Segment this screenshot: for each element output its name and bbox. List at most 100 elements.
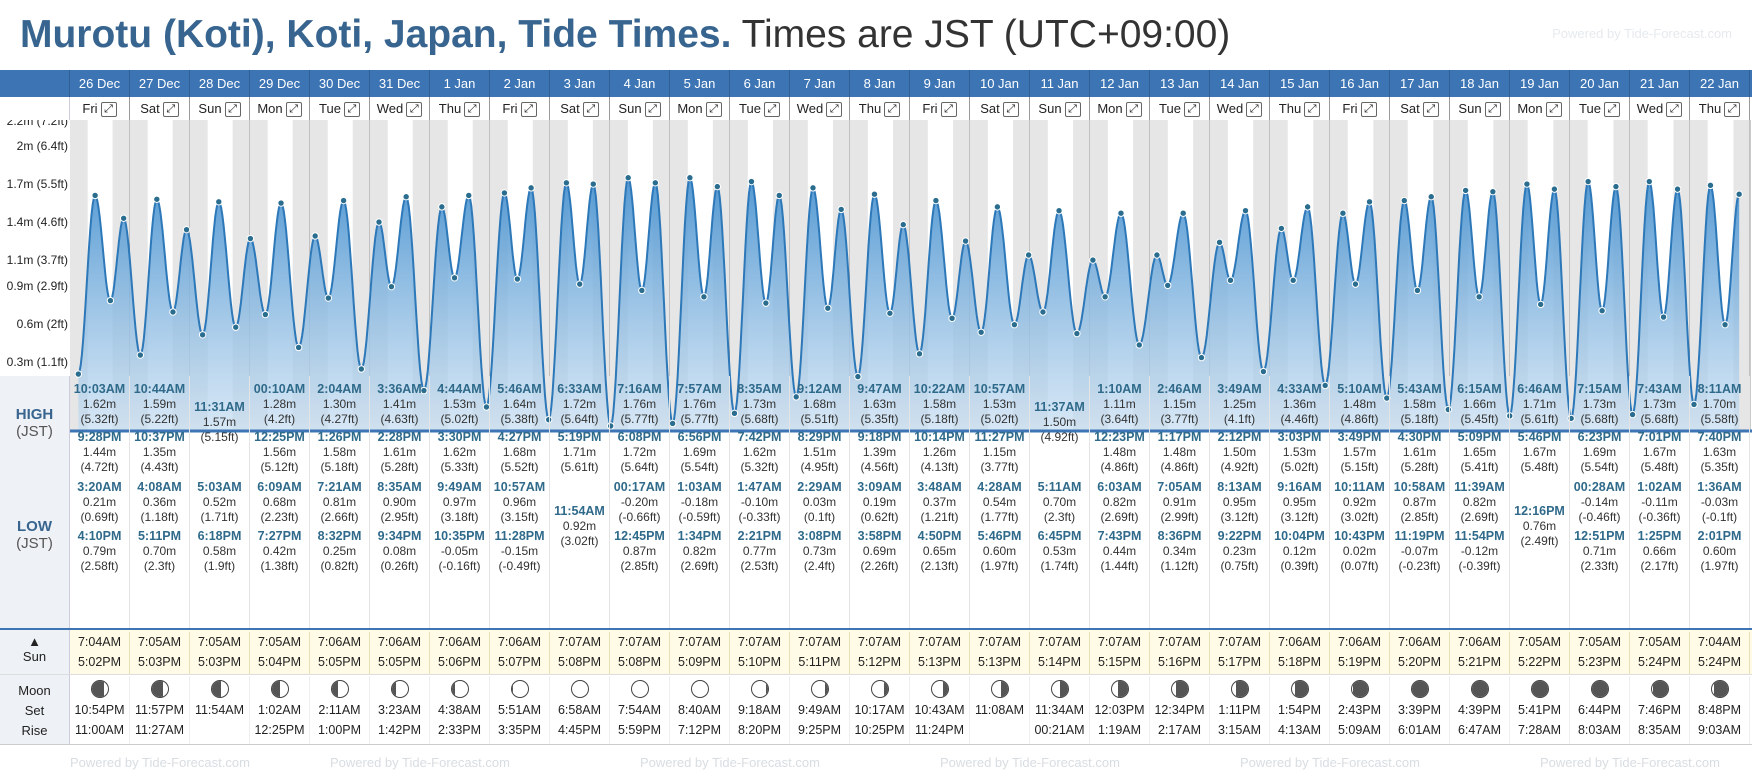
low-tide-point bbox=[1321, 381, 1329, 390]
low-tide-height-ft: (3.15ft) bbox=[500, 510, 539, 524]
moonset-time: 10:43AM bbox=[914, 703, 965, 717]
low-tide-time: 9:16AM bbox=[1277, 480, 1322, 494]
high-tide-height-m: 1.56m bbox=[262, 445, 297, 459]
sunset-time: 5:08PM bbox=[557, 655, 602, 669]
expand-day-icon[interactable]: ⤢ bbox=[1002, 102, 1019, 118]
y-axis-label: 1.1m (3.7ft) bbox=[0, 253, 68, 268]
expand-day-icon[interactable]: ⤢ bbox=[1246, 102, 1263, 118]
expand-day-icon[interactable]: ⤢ bbox=[1183, 102, 1200, 118]
expand-day-icon[interactable]: ⤢ bbox=[826, 102, 843, 118]
low-tide-height-m: 0.90m bbox=[382, 495, 417, 509]
high-tide-time: 4:44AM bbox=[437, 382, 482, 396]
weekday-cell: Mon ⤢ bbox=[1510, 97, 1570, 120]
expand-day-icon[interactable]: ⤢ bbox=[1360, 102, 1377, 118]
low-tide-time: 9:49AM bbox=[437, 480, 482, 494]
high-tide-cell: 1:10AM 1.11m (3.64ft) 12:23PM 1.48m (4.86ft) bbox=[1090, 376, 1150, 474]
expand-day-icon[interactable]: ⤢ bbox=[285, 102, 302, 118]
high-tide-height-m: 1.53m bbox=[982, 397, 1017, 411]
moon-phase-icon bbox=[870, 680, 889, 698]
high-tide-height-ft: (5.68ft) bbox=[1640, 412, 1679, 426]
expand-day-icon[interactable]: ⤢ bbox=[1545, 102, 1562, 118]
high-tide-entry: 10:44AM 1.59m (5.22ft) bbox=[130, 382, 189, 427]
low-tide-entry: 10:57AM 0.96m (3.15ft) bbox=[490, 480, 549, 525]
sunrise-time: 7:06AM bbox=[497, 635, 542, 649]
sunset-time: 5:16PM bbox=[1157, 655, 1202, 669]
high-tide-height-m: 1.41m bbox=[382, 397, 417, 411]
moon-shadow bbox=[1235, 681, 1248, 697]
high-tide-entry: 8:35AM 1.73m (5.68ft) bbox=[730, 382, 789, 427]
moonrise-time: 4:45PM bbox=[557, 723, 602, 737]
high-tide-height-ft: (3.77ft) bbox=[980, 460, 1019, 474]
low-tide-time: 1:47AM bbox=[737, 480, 782, 494]
high-tide-height-ft: (4.43ft) bbox=[140, 460, 179, 474]
weekday-label: Fri bbox=[1342, 101, 1358, 116]
date-cell: 10 Jan bbox=[970, 70, 1030, 97]
high-tide-entry: 8:29PM 1.51m (4.95ft) bbox=[790, 430, 849, 475]
expand-day-icon[interactable]: ⤢ bbox=[162, 102, 179, 118]
expand-day-icon[interactable]: ⤢ bbox=[1484, 102, 1501, 118]
expand-day-icon[interactable]: ⤢ bbox=[763, 102, 780, 118]
high-tide-height-ft: (4.86ft) bbox=[1340, 412, 1379, 426]
high-tide-point bbox=[1550, 185, 1559, 193]
low-tz: (JST) bbox=[16, 535, 53, 552]
low-tide-entry: 3:09AM 0.19m (0.62ft) bbox=[850, 480, 909, 525]
low-tide-height-m: 0.82m bbox=[1462, 495, 1497, 509]
expand-day-icon[interactable]: ⤢ bbox=[343, 102, 360, 118]
expand-day-icon[interactable]: ⤢ bbox=[1603, 102, 1620, 118]
low-tide-point bbox=[420, 386, 428, 395]
expand-day-icon[interactable]: ⤢ bbox=[1724, 102, 1741, 118]
high-tide-cell: 7:57AM 1.76m (5.77ft) 6:56PM 1.69m (5.54ft) bbox=[670, 376, 730, 474]
timezone-note: Times are JST (UTC+09:00) bbox=[741, 13, 1231, 56]
tide-area bbox=[78, 177, 1740, 432]
high-tide-point bbox=[1241, 206, 1250, 215]
expand-day-icon[interactable]: ⤢ bbox=[582, 102, 599, 118]
expand-day-icon[interactable]: ⤢ bbox=[1666, 102, 1683, 118]
weekday-cell: Fri ⤢ bbox=[490, 97, 550, 120]
expand-day-icon[interactable]: ⤢ bbox=[464, 102, 481, 118]
expand-day-icon[interactable]: ⤢ bbox=[100, 102, 117, 118]
low-tide-point bbox=[854, 372, 862, 381]
rise-label: Rise bbox=[21, 723, 48, 738]
high-tide-height-m: 1.73m bbox=[1642, 397, 1677, 411]
expand-day-icon[interactable]: ⤢ bbox=[884, 102, 901, 118]
low-tide-time: 6:03AM bbox=[1097, 480, 1142, 494]
expand-day-icon[interactable]: ⤢ bbox=[940, 102, 957, 118]
moon-cell: 1:11PM 3:15AM bbox=[1210, 676, 1270, 744]
high-tide-height-ft: (5.77ft) bbox=[620, 412, 659, 426]
moon-shadow bbox=[91, 681, 105, 697]
moon-shadow bbox=[391, 681, 397, 697]
low-tide-height-m: 0.70m bbox=[142, 544, 177, 558]
tide-line bbox=[77, 175, 1741, 429]
expand-day-icon[interactable]: ⤢ bbox=[644, 102, 661, 118]
moonrise-time: 11:54AM bbox=[194, 703, 245, 717]
expand-day-icon[interactable]: ⤢ bbox=[224, 102, 241, 118]
expand-day-icon[interactable]: ⤢ bbox=[1125, 102, 1142, 118]
low-tide-height-m: 0.23m bbox=[1222, 544, 1257, 558]
moonset-time: 11:08AM bbox=[974, 703, 1025, 717]
high-tide-entry: 1:17PM 1.48m (4.86ft) bbox=[1150, 430, 1209, 475]
moonrise-time: 4:13AM bbox=[1277, 723, 1322, 737]
high-tide-height-ft: (4.1ft) bbox=[1223, 412, 1256, 426]
high-tide-time: 7:43AM bbox=[1637, 382, 1682, 396]
low-tide-entry: 6:03AM 0.82m (2.69ft) bbox=[1090, 480, 1149, 525]
high-tide-entry: 4:33AM 1.36m (4.46ft) bbox=[1270, 382, 1329, 427]
weekday-label: Wed bbox=[796, 101, 824, 116]
weekday-label: Thu bbox=[858, 101, 882, 116]
low-tide-point bbox=[387, 282, 396, 291]
high-tide-time: 10:14PM bbox=[914, 430, 965, 444]
high-tide-entry: 4:30PM 1.61m (5.28ft) bbox=[1390, 430, 1449, 475]
sunset-time: 5:10PM bbox=[737, 655, 782, 669]
expand-day-icon[interactable]: ⤢ bbox=[705, 102, 722, 118]
expand-day-icon[interactable]: ⤢ bbox=[1422, 102, 1439, 118]
moon-phase-icon bbox=[810, 680, 829, 698]
expand-day-icon[interactable]: ⤢ bbox=[406, 102, 423, 118]
expand-day-icon[interactable]: ⤢ bbox=[1064, 102, 1081, 118]
sun-times-cell: 7:07AM 5:13PM bbox=[910, 632, 970, 674]
expand-day-icon[interactable]: ⤢ bbox=[1304, 102, 1321, 118]
low-tide-point bbox=[1413, 286, 1422, 295]
y-axis-label: 1.4m (4.6ft) bbox=[0, 215, 68, 230]
low-tide-height-m: -0.10m bbox=[740, 495, 779, 509]
low-tide-cell: 3:20AM 0.21m (0.69ft) 4:10PM 0.79m (2.58ft) bbox=[70, 474, 130, 628]
expand-day-icon[interactable]: ⤢ bbox=[520, 102, 537, 118]
high-tide-time: 10:44AM bbox=[133, 382, 186, 396]
